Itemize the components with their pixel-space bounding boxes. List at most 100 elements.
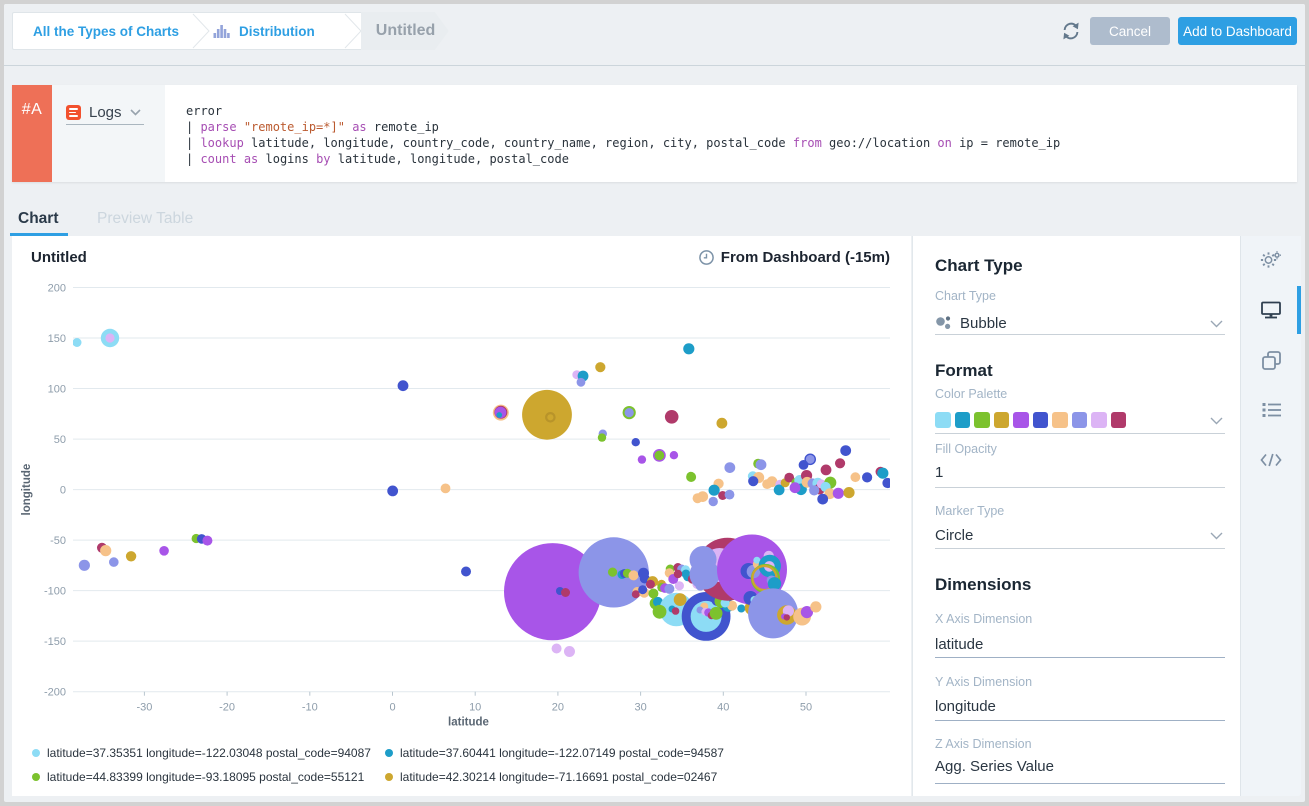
section-heading-format: Format	[935, 361, 993, 380]
tab-chart[interactable]: Chart	[18, 210, 59, 227]
svg-text:-30: -30	[136, 702, 152, 714]
svg-text:longitude: longitude	[21, 464, 33, 516]
palette-swatch-5	[1032, 412, 1048, 428]
add-to-dashboard-button[interactable]: Add to Dashboard	[1178, 17, 1297, 45]
refresh-icon[interactable]	[1061, 21, 1081, 41]
bubble-chart-icon	[936, 316, 951, 329]
chart-panel: Untitled From Dashboard (-15m) 200 150 100…	[12, 236, 911, 796]
chart-type-value: Bubble	[960, 315, 1007, 332]
distribution-icon	[213, 25, 230, 38]
legend-item[interactable]: latitude=42.30214 longitude=-71.16691 po…	[385, 770, 738, 784]
svg-text:-100: -100	[44, 586, 66, 598]
palette-swatch-0	[935, 412, 951, 428]
chart-title: Untitled	[31, 249, 87, 266]
chevron-down-icon	[1210, 320, 1223, 328]
copy-panels-icon[interactable]	[1258, 347, 1284, 373]
breadcrumb-label[interactable]: Distribution	[239, 23, 315, 39]
code-icon[interactable]	[1258, 447, 1284, 473]
legend-item[interactable]: latitude=37.60441 longitude=-122.07149 p…	[385, 746, 738, 760]
query-panel: #A Logs error | parse "remote_ip=*]" as r…	[12, 85, 1297, 182]
svg-text:-200: -200	[44, 687, 66, 699]
section-heading-chart-type: Chart Type	[935, 256, 1023, 275]
marker-type-value: Circle	[935, 527, 974, 544]
color-palette-select[interactable]	[935, 412, 1225, 428]
svg-text:-50: -50	[50, 535, 66, 547]
svg-text:latitude: latitude	[448, 717, 489, 729]
legend-swatch	[385, 773, 393, 781]
svg-text:20: 20	[552, 702, 564, 714]
color-palette-label: Color Palette	[935, 387, 1008, 401]
palette-swatch-2	[974, 412, 990, 428]
breadcrumb: All the Types of Charts Distribution	[12, 12, 449, 50]
tab-bar: Chart Preview Table	[4, 197, 1305, 236]
breadcrumb-chevron-icon	[336, 12, 363, 50]
chevron-down-icon	[129, 109, 141, 116]
svg-text:100: 100	[48, 384, 66, 396]
tab-preview-table[interactable]: Preview Table	[97, 210, 194, 227]
fill-opacity-label: Fill Opacity	[935, 442, 997, 456]
clock-icon	[698, 250, 714, 265]
cancel-button[interactable]: Cancel	[1090, 17, 1170, 45]
toolbar-actions: Cancel Add to Dashboard	[1061, 17, 1297, 45]
marker-type-select[interactable]: Circle	[935, 527, 1225, 545]
fill-opacity-input[interactable]: 1	[935, 464, 944, 481]
svg-text:40: 40	[717, 702, 729, 714]
svg-text:-10: -10	[302, 702, 318, 714]
svg-text:-150: -150	[44, 636, 66, 648]
svg-text:50: 50	[54, 434, 66, 446]
y-axis-dimension-input[interactable]: longitude	[935, 698, 996, 715]
query-editor[interactable]: error | parse "remote_ip=*]" as remote_ip…	[165, 85, 1297, 182]
section-heading-dimensions: Dimensions	[935, 575, 1032, 594]
chevron-down-icon	[1210, 417, 1223, 425]
chart-time-range[interactable]: From Dashboard (-15m)	[698, 249, 890, 266]
palette-swatch-8	[1091, 412, 1107, 428]
logs-icon	[66, 105, 81, 120]
z-axis-dimension-input[interactable]: Agg. Series Value	[935, 758, 1054, 775]
breadcrumb-chevron-icon	[185, 12, 212, 50]
list-icon[interactable]	[1258, 397, 1284, 423]
svg-text:30: 30	[634, 702, 646, 714]
legend-label: latitude=37.35351 longitude=-122.03048 p…	[47, 746, 371, 760]
breadcrumb-item-panel[interactable]: Distribution	[211, 12, 337, 50]
chevron-down-icon	[1210, 532, 1223, 540]
legend-swatch	[32, 773, 40, 781]
breadcrumb-item-dashboard[interactable]: All the Types of Charts	[12, 12, 186, 50]
side-icon-strip	[1240, 236, 1301, 796]
svg-text:0: 0	[60, 485, 66, 497]
legend-item[interactable]: latitude=44.83399 longitude=-93.18095 po…	[32, 770, 385, 784]
query-source-select[interactable]: Logs	[52, 85, 165, 182]
chart-legend: latitude=37.35351 longitude=-122.03048 p…	[32, 741, 892, 789]
legend-swatch	[385, 749, 393, 757]
chart-type-select[interactable]: Bubble	[935, 314, 1225, 333]
z-axis-dimension-label: Z Axis Dimension	[935, 737, 1032, 751]
svg-text:150: 150	[48, 333, 66, 345]
svg-text:200: 200	[48, 283, 66, 295]
palette-swatch-4	[1013, 412, 1029, 428]
legend-item[interactable]: latitude=37.35351 longitude=-122.03048 p…	[32, 746, 385, 760]
legend-label: latitude=42.30214 longitude=-71.16691 po…	[400, 770, 718, 784]
query-source-label: Logs	[89, 104, 122, 121]
breadcrumb-item-current: Untitled	[361, 12, 449, 50]
query-row-label: #A	[12, 85, 52, 182]
settings-panel: Chart Type Chart Type Bubble Format Colo…	[912, 236, 1240, 796]
app-window: All the Types of Charts Distribution	[4, 4, 1305, 802]
svg-text:10: 10	[469, 702, 481, 714]
display-icon[interactable]	[1258, 297, 1284, 323]
settings-gears-icon[interactable]	[1258, 247, 1284, 273]
active-strip-indicator	[1297, 286, 1301, 334]
x-axis-dimension-input[interactable]: latitude	[935, 636, 984, 653]
palette-swatch-6	[1052, 412, 1068, 428]
palette-swatch-7	[1071, 412, 1087, 428]
svg-text:-20: -20	[219, 702, 235, 714]
breadcrumb-label: Untitled	[375, 22, 436, 39]
breadcrumb-label[interactable]: All the Types of Charts	[33, 23, 180, 39]
legend-label: latitude=37.60441 longitude=-122.07149 p…	[400, 746, 724, 760]
legend-label: latitude=44.83399 longitude=-93.18095 po…	[47, 770, 365, 784]
palette-swatch-1	[954, 412, 970, 428]
active-tab-indicator	[10, 233, 68, 236]
svg-text:50: 50	[800, 702, 812, 714]
y-axis-dimension-label: Y Axis Dimension	[935, 675, 1033, 689]
palette-swatch-3	[993, 412, 1009, 428]
x-axis-dimension-label: X Axis Dimension	[935, 612, 1033, 626]
